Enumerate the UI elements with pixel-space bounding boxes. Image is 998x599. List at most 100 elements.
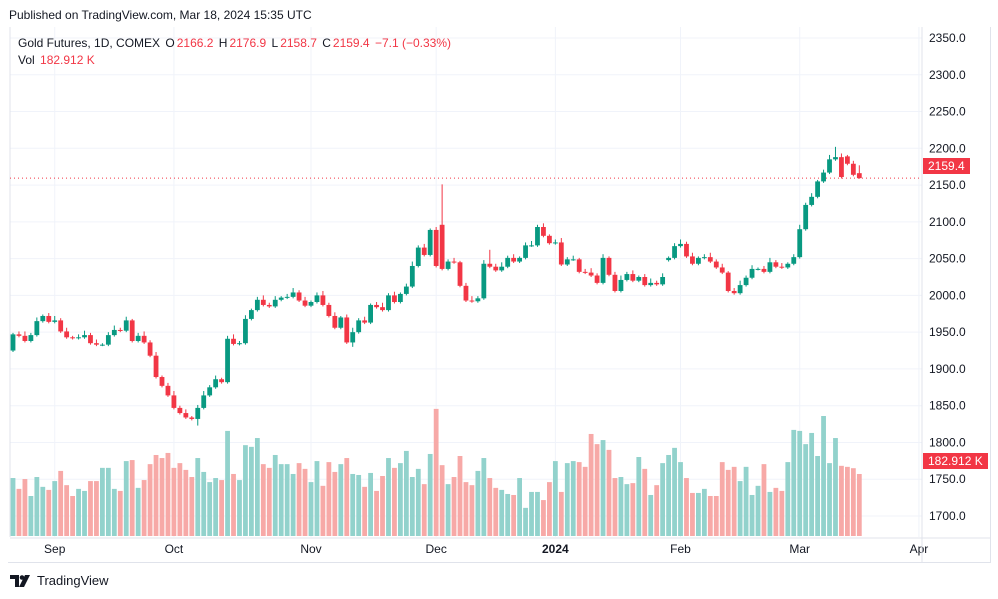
candle-body — [791, 257, 797, 264]
candle-body — [88, 335, 93, 344]
candle-body — [433, 229, 439, 266]
candle-body — [231, 338, 236, 344]
volume-bar — [707, 496, 713, 536]
volume-bar — [10, 478, 16, 536]
candle-body — [839, 157, 844, 177]
volume-bar — [207, 482, 213, 536]
y-tick-label: 2100.0 — [929, 215, 966, 229]
volume-bar — [690, 492, 695, 536]
volume-bar — [314, 461, 320, 536]
candle-body — [374, 304, 379, 308]
volume-bar — [713, 496, 719, 536]
volume-bar — [701, 488, 707, 536]
candle-body — [719, 267, 725, 273]
volume-bar — [266, 467, 272, 536]
volume-bar — [165, 452, 171, 536]
volume-bar — [284, 464, 290, 536]
volume-bar — [523, 507, 528, 536]
candle-body — [606, 257, 612, 275]
volume-bar — [737, 481, 743, 536]
volume-bar — [660, 463, 666, 536]
volume-bar — [135, 487, 141, 536]
volume-bar — [475, 470, 481, 536]
volume-bar — [469, 485, 475, 536]
volume-bar — [594, 444, 600, 536]
volume-bar — [129, 460, 135, 536]
published-caption: Published on TradingView.com, Mar 18, 20… — [9, 8, 312, 22]
candle-body — [463, 285, 469, 301]
low-label: L — [271, 36, 279, 50]
volume-bar — [797, 430, 803, 536]
volume-bar — [237, 480, 242, 536]
brand-name: TradingView — [37, 573, 109, 588]
chart-frame — [8, 27, 991, 563]
volume-bar — [725, 469, 731, 536]
candle-body — [165, 385, 171, 396]
high-value: 2176.9 — [229, 36, 267, 50]
volume-bar — [52, 481, 58, 536]
candle-body — [481, 263, 487, 299]
candle-body — [690, 256, 695, 264]
x-tick-label: Oct — [165, 542, 184, 556]
volume-bar — [767, 491, 773, 536]
candle-body — [594, 275, 600, 283]
volume-bar — [535, 491, 540, 536]
volume-bar — [88, 481, 93, 536]
volume-bar — [356, 474, 362, 536]
volume-bar — [588, 433, 594, 536]
candle-body — [648, 282, 654, 286]
candle-body — [249, 310, 254, 319]
candle-body — [523, 245, 528, 258]
candle-body — [547, 235, 552, 244]
y-tick-label: 1950.0 — [929, 325, 966, 339]
symbol-title[interactable]: Gold Futures, 1D, COMEX — [18, 36, 161, 50]
candle-body — [749, 268, 755, 278]
candle-body — [642, 277, 648, 286]
footer-brand[interactable]: TradingView — [10, 573, 109, 588]
candle-body — [660, 277, 666, 285]
candle-body — [570, 259, 576, 261]
volume-bar — [761, 464, 767, 536]
candle-body — [28, 335, 34, 341]
volume-bar — [499, 489, 505, 536]
volume-bar — [225, 430, 230, 536]
candle-body — [821, 172, 826, 182]
candle-body — [177, 407, 183, 414]
candle-body — [362, 320, 368, 323]
volume-bar — [618, 477, 624, 536]
volume-bar — [684, 478, 689, 536]
candle-body — [344, 317, 350, 343]
candle-body — [237, 343, 242, 345]
candle-body — [535, 226, 540, 246]
y-tick-label: 2150.0 — [929, 178, 966, 192]
volume-bar — [296, 463, 302, 536]
candle-body — [111, 329, 117, 336]
x-tick-label: Apr — [910, 542, 929, 556]
candle-body — [34, 321, 40, 336]
candle-body — [773, 262, 779, 267]
candle-body — [558, 242, 564, 265]
candle-body — [833, 157, 838, 160]
volume-bar — [642, 468, 648, 536]
volume-bar — [552, 461, 558, 536]
y-tick-label: 2050.0 — [929, 252, 966, 266]
volume-bar — [153, 454, 159, 536]
volume-bar — [755, 485, 761, 536]
volume-bar — [630, 483, 636, 536]
volume-bar — [791, 429, 797, 536]
volume-bar — [457, 456, 463, 536]
volume-bar — [260, 464, 266, 536]
candle-body — [189, 417, 195, 419]
volume-label[interactable]: Vol — [18, 53, 35, 67]
volume-bar — [678, 462, 683, 536]
last-volume-tag: 182.912 K — [923, 453, 988, 469]
volume-bar — [344, 458, 350, 536]
volume-bar — [249, 446, 254, 536]
volume-bar — [773, 487, 779, 536]
volume-bar — [839, 465, 844, 536]
volume-bar — [529, 491, 534, 536]
volume-bar — [785, 462, 791, 536]
candle-body — [403, 286, 409, 294]
candle-body — [624, 274, 630, 280]
